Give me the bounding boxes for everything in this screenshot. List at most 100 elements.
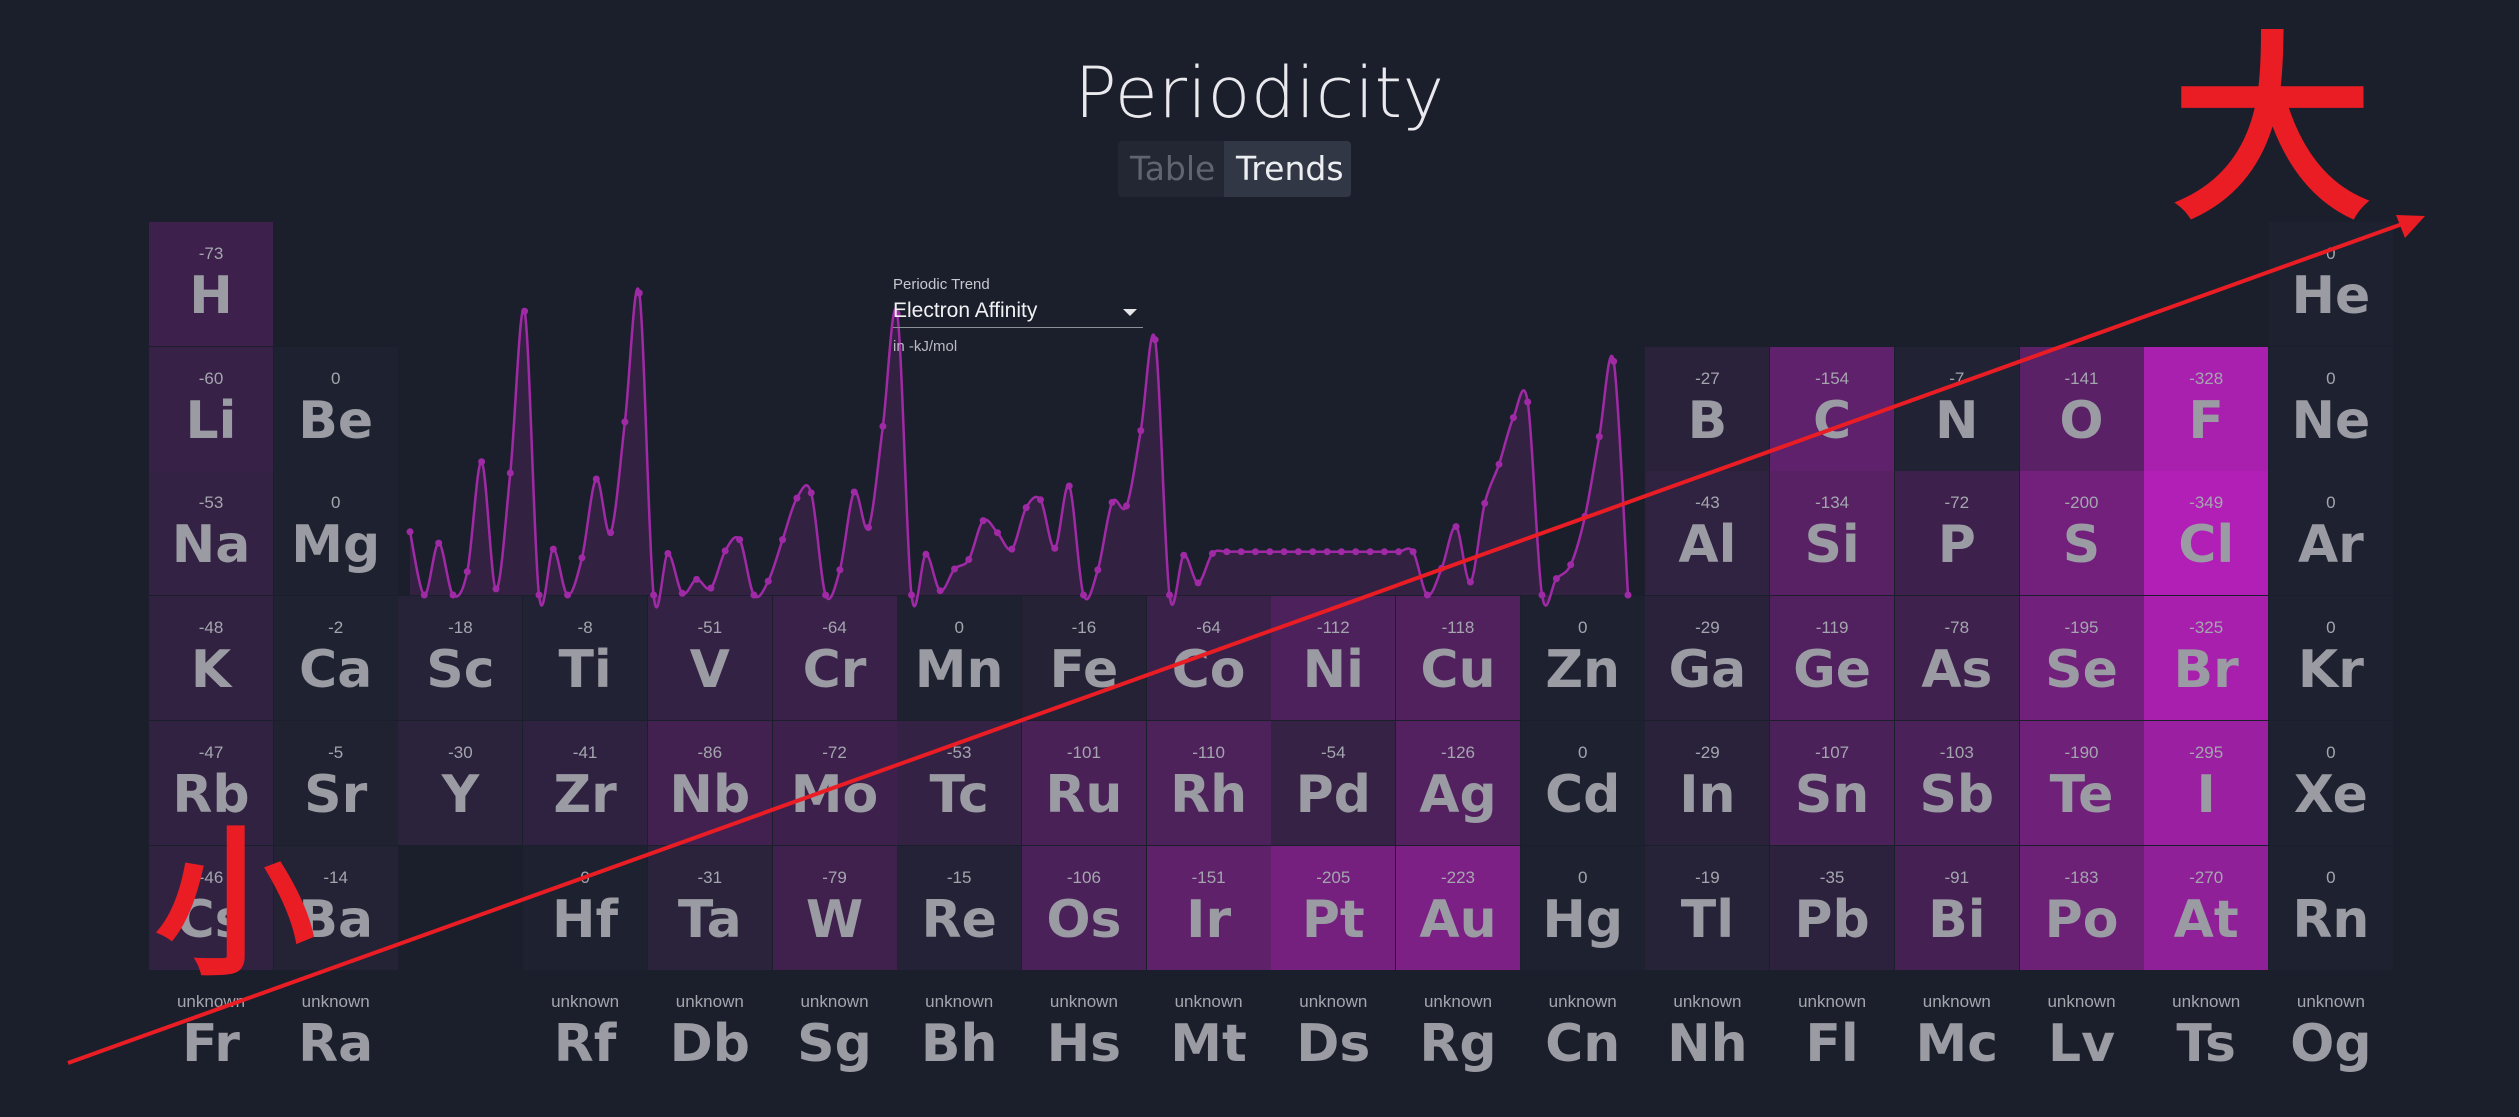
- element-cell-re[interactable]: -15 Re: [897, 845, 1022, 970]
- trend-select[interactable]: Electron Affinity: [893, 297, 1143, 328]
- element-cell-i[interactable]: -295 I: [2144, 720, 2269, 845]
- element-cell-lv[interactable]: unknown Lv: [2020, 970, 2144, 1094]
- element-cell-mc[interactable]: unknown Mc: [1895, 970, 2019, 1094]
- element-cell-sr[interactable]: -5 Sr: [273, 720, 398, 845]
- element-cell-te[interactable]: -190 Te: [2019, 720, 2144, 845]
- element-cell-br[interactable]: -325 Br: [2144, 596, 2269, 721]
- element-cell-xe[interactable]: 0 Xe: [2268, 720, 2393, 845]
- element-cell-ni[interactable]: -112 Ni: [1271, 596, 1396, 721]
- element-cell-bh[interactable]: unknown Bh: [897, 970, 1021, 1094]
- element-value: -18: [448, 618, 473, 638]
- element-cell-at[interactable]: -270 At: [2144, 845, 2269, 970]
- element-cell-sc[interactable]: -18 Sc: [398, 596, 523, 721]
- element-cell-hg[interactable]: 0 Hg: [1520, 845, 1645, 970]
- trend-point: [994, 529, 1001, 537]
- element-cell-o[interactable]: -141 O: [2019, 346, 2144, 471]
- element-cell-h[interactable]: -73 H: [149, 222, 273, 346]
- element-cell-ta[interactable]: -31 Ta: [647, 845, 772, 970]
- element-cell-c[interactable]: -154 C: [1770, 346, 1895, 471]
- tab-table[interactable]: Table: [1118, 141, 1224, 197]
- element-cell-fl[interactable]: unknown Fl: [1770, 970, 1894, 1094]
- element-cell-bi[interactable]: -91 Bi: [1894, 845, 2019, 970]
- element-cell-hf[interactable]: 0Hf: [523, 845, 648, 970]
- element-cell-al[interactable]: -43 Al: [1645, 471, 1770, 596]
- element-cell-he[interactable]: 0 He: [2268, 222, 2393, 346]
- element-cell-zr[interactable]: -41 Zr: [523, 720, 648, 845]
- element-cell-kr[interactable]: 0 Kr: [2268, 596, 2393, 721]
- element-cell-cd[interactable]: 0 Cd: [1520, 720, 1645, 845]
- element-cell-ti[interactable]: -8 Ti: [523, 596, 648, 721]
- element-cell-rn[interactable]: 0 Rn: [2268, 845, 2393, 970]
- element-cell-rg[interactable]: unknown Rg: [1396, 970, 1520, 1094]
- element-cell-nb[interactable]: -86 Nb: [647, 720, 772, 845]
- element-symbol: C: [1813, 390, 1852, 451]
- element-cell-zn[interactable]: 0 Zn: [1520, 596, 1645, 721]
- element-cell-mo[interactable]: -72 Mo: [772, 720, 897, 845]
- element-cell-tl[interactable]: -19 Tl: [1645, 845, 1770, 970]
- element-cell-ca[interactable]: -2 Ca: [273, 596, 398, 721]
- element-cell-ts[interactable]: unknown Ts: [2144, 970, 2268, 1094]
- element-cell-ra[interactable]: unknown Ra: [274, 970, 398, 1094]
- element-cell-mn[interactable]: 0 Mn: [897, 596, 1022, 721]
- element-cell-f[interactable]: -328 F: [2144, 346, 2269, 471]
- element-cell-ru[interactable]: -101 Ru: [1021, 720, 1146, 845]
- element-cell-ds[interactable]: unknown Ds: [1271, 970, 1395, 1094]
- element-cell-rh[interactable]: -110 Rh: [1146, 720, 1271, 845]
- trend-point: [693, 575, 701, 583]
- tab-trends[interactable]: Trends: [1224, 141, 1351, 197]
- element-symbol: As: [1921, 640, 1993, 701]
- element-cell-cs[interactable]: -46 Cs: [149, 845, 273, 970]
- element-cell-po[interactable]: -183 Po: [2019, 845, 2144, 970]
- element-cell-nh[interactable]: unknown Nh: [1645, 970, 1769, 1094]
- trend-point: [1151, 336, 1159, 344]
- element-cell-sn[interactable]: -107 Sn: [1770, 720, 1895, 845]
- element-cell-os[interactable]: -106 Os: [1021, 845, 1146, 970]
- element-cell-cu[interactable]: -118 Cu: [1396, 596, 1520, 721]
- element-cell-db[interactable]: unknown Db: [648, 970, 772, 1094]
- element-cell-rf[interactable]: unknown Rf: [523, 970, 647, 1094]
- element-cell-cr[interactable]: -64 Cr: [772, 596, 897, 721]
- element-cell-b[interactable]: -27 B: [1645, 346, 1770, 471]
- element-cell-k[interactable]: -48 K: [149, 596, 273, 721]
- element-cell-ge[interactable]: -119 Ge: [1770, 596, 1895, 721]
- element-cell-pb[interactable]: -35 Pb: [1770, 845, 1895, 970]
- element-cell-pt[interactable]: -205 Pt: [1271, 845, 1396, 970]
- element-cell-ag[interactable]: -126 Ag: [1396, 720, 1520, 845]
- element-cell-hs[interactable]: unknown Hs: [1022, 970, 1146, 1094]
- element-cell-pd[interactable]: -54 Pd: [1271, 720, 1396, 845]
- element-cell-na[interactable]: -53 Na: [149, 471, 273, 596]
- element-cell-w[interactable]: -79 W: [772, 845, 897, 970]
- element-cell-si[interactable]: -134 Si: [1770, 471, 1895, 596]
- element-cell-y[interactable]: -30 Y: [398, 720, 523, 845]
- element-cell-p[interactable]: -72 P: [1894, 471, 2019, 596]
- element-cell-ga[interactable]: -29 Ga: [1645, 596, 1770, 721]
- element-cell-co[interactable]: -64 Co: [1146, 596, 1271, 721]
- element-cell-s[interactable]: -200 S: [2019, 471, 2144, 596]
- element-cell-ne[interactable]: 0 Ne: [2268, 346, 2393, 471]
- element-cell-sg[interactable]: unknown Sg: [773, 970, 897, 1094]
- element-cell-cn[interactable]: unknown Cn: [1521, 970, 1645, 1094]
- element-cell-se[interactable]: -195 Se: [2019, 596, 2144, 721]
- element-cell-ba[interactable]: -14 Ba: [273, 845, 398, 970]
- trend-point: [1266, 548, 1274, 556]
- element-cell-ar[interactable]: 0 Ar: [2268, 471, 2393, 596]
- trend-point: [406, 528, 414, 536]
- element-cell-rb[interactable]: -47 Rb: [149, 720, 273, 845]
- element-cell-in[interactable]: -29 In: [1645, 720, 1770, 845]
- trend-point: [1452, 523, 1460, 531]
- element-cell-mg[interactable]: 0 Mg: [273, 471, 398, 596]
- element-cell-fr[interactable]: unknown Fr: [149, 970, 273, 1094]
- element-cell-ir[interactable]: -151 Ir: [1146, 845, 1271, 970]
- element-cell-as[interactable]: -78 As: [1894, 596, 2019, 721]
- element-cell-cl[interactable]: -349 Cl: [2144, 471, 2269, 596]
- element-cell-v[interactable]: -51 V: [647, 596, 772, 721]
- element-symbol: Br: [2173, 640, 2239, 701]
- element-cell-mt[interactable]: unknown Mt: [1147, 970, 1271, 1094]
- element-cell-sb[interactable]: -103 Sb: [1894, 720, 2019, 845]
- element-cell-og[interactable]: unknown Og: [2269, 970, 2393, 1094]
- element-cell-au[interactable]: -223 Au: [1396, 845, 1520, 970]
- element-symbol: Rf: [553, 1014, 617, 1075]
- element-value: -5: [328, 742, 344, 762]
- element-cell-li[interactable]: -60 Li: [149, 346, 273, 471]
- element-cell-be[interactable]: 0 Be: [273, 346, 398, 471]
